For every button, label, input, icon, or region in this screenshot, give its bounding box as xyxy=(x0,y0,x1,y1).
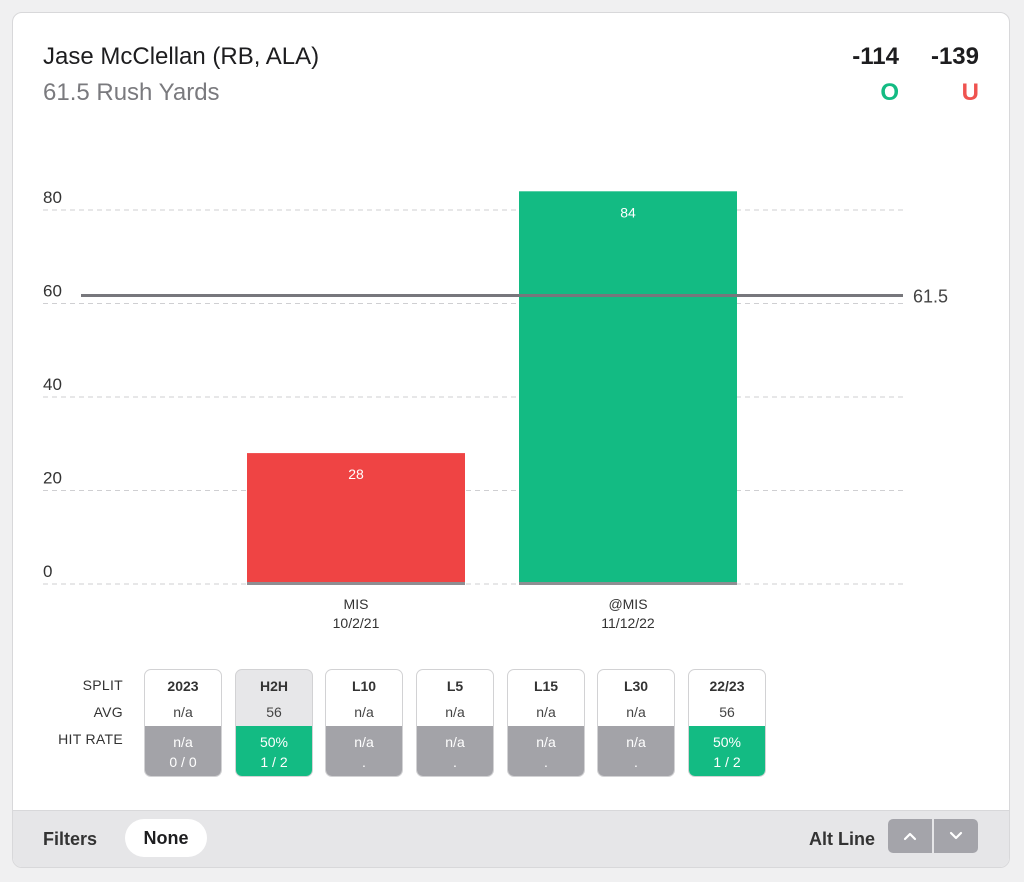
hit-rate-percent: n/a xyxy=(626,734,646,750)
prop-line: 61.5 Rush Yards xyxy=(43,79,220,106)
split-hit-rate: n/a. xyxy=(326,726,402,776)
alt-line-up-button[interactable] xyxy=(888,819,932,853)
filters-label: Filters xyxy=(43,829,98,849)
split-label: L30 xyxy=(623,678,649,694)
split-avg: n/a xyxy=(626,704,646,720)
split-avg: n/a xyxy=(354,704,374,720)
split-card-l10[interactable]: L10 n/a n/a. xyxy=(325,669,403,777)
split-card-l15[interactable]: L15 n/a n/a. xyxy=(507,669,585,777)
over-odds[interactable]: -114 xyxy=(852,43,899,70)
split-avg: 56 xyxy=(266,704,282,720)
split-row-label: SPLIT xyxy=(82,677,123,693)
x-tick-label: MIS xyxy=(344,596,369,612)
bar[interactable] xyxy=(519,191,737,585)
split-label: 22/23 xyxy=(709,678,745,694)
bar-baseline xyxy=(519,582,737,585)
hit-rate-ratio: . xyxy=(453,754,457,770)
split-label: L15 xyxy=(533,678,559,694)
hit-rate-ratio: . xyxy=(362,754,366,770)
y-tick-label: 0 xyxy=(43,562,52,581)
split-avg: n/a xyxy=(536,704,556,720)
splits-table: SPLIT AVG HIT RATE 2023 n/a n/a 0 / 0 H2H 56 5… xyxy=(13,669,1009,789)
avg-row-label: AVG xyxy=(93,704,123,720)
hit-rate-row-label: HIT RATE xyxy=(58,731,123,747)
hit-rate-ratio: 1 / 2 xyxy=(260,754,288,770)
split-hit-rate: 50% 1 / 2 xyxy=(689,726,765,776)
prop-line-value-label: 61.5 xyxy=(913,286,948,306)
hit-rate-ratio: 1 / 2 xyxy=(713,754,741,770)
alt-line-label: Alt Line xyxy=(809,829,875,849)
split-label: L10 xyxy=(351,678,377,694)
hit-rate-percent: n/a xyxy=(445,734,465,750)
chevron-up-icon xyxy=(903,832,917,840)
x-tick-date: 11/12/22 xyxy=(601,615,655,631)
chevron-down-icon xyxy=(949,831,963,839)
bar[interactable] xyxy=(247,453,465,584)
split-hit-rate: n/a. xyxy=(417,726,493,776)
prop-card: Jase McClellan (RB, ALA) 61.5 Rush Yards… xyxy=(12,12,1010,868)
player-name: Jase McClellan (RB, ALA) xyxy=(43,43,320,70)
alt-line-down-button[interactable] xyxy=(934,819,978,853)
x-tick-label: @MIS xyxy=(608,596,647,612)
split-card-h2h[interactable]: H2H 56 50% 1 / 2 xyxy=(235,669,313,777)
hit-rate-ratio: . xyxy=(634,754,638,770)
split-hit-rate: 50% 1 / 2 xyxy=(236,726,312,776)
split-card-2223[interactable]: 22/23 56 50% 1 / 2 xyxy=(688,669,766,777)
split-avg: 56 xyxy=(719,704,735,720)
under-odds[interactable]: -139 xyxy=(930,43,979,70)
bar-value-label: 28 xyxy=(348,466,364,482)
hit-rate-ratio: 0 / 0 xyxy=(169,754,197,770)
hit-rate-percent: n/a xyxy=(173,734,193,750)
split-card-l5[interactable]: L5 n/a n/a. xyxy=(416,669,494,777)
y-tick-label: 80 xyxy=(43,188,62,207)
hit-rate-ratio: . xyxy=(544,754,548,770)
split-card-l30[interactable]: L30 n/a n/a. xyxy=(597,669,675,777)
under-label[interactable]: U xyxy=(961,79,979,106)
over-label[interactable]: O xyxy=(880,79,899,106)
split-hit-rate: n/a. xyxy=(598,726,674,776)
x-tick-date: 10/2/21 xyxy=(333,615,380,631)
y-tick-label: 60 xyxy=(43,282,62,301)
split-label: L5 xyxy=(446,678,464,694)
split-card-2023[interactable]: 2023 n/a n/a 0 / 0 xyxy=(144,669,222,777)
split-hit-rate: n/a. xyxy=(508,726,584,776)
bar-chart: 0 20 40 60 80 28 MIS 10/2/21 84 @MIS 11/12/22 61.5 xyxy=(43,188,948,631)
filter-pill[interactable]: None xyxy=(125,819,207,857)
split-hit-rate: n/a 0 / 0 xyxy=(145,726,221,776)
hit-rate-percent: n/a xyxy=(354,734,374,750)
y-tick-label: 40 xyxy=(43,375,62,394)
hit-rate-percent: 50% xyxy=(259,734,289,750)
hit-rate-percent: n/a xyxy=(536,734,556,750)
split-label: H2H xyxy=(259,678,288,694)
y-tick-label: 20 xyxy=(43,469,62,488)
split-avg: n/a xyxy=(445,704,465,720)
filters-bar: Filters None Alt Line xyxy=(13,810,1009,867)
split-label: 2023 xyxy=(167,678,199,694)
split-avg: n/a xyxy=(173,704,193,720)
bar-value-label: 84 xyxy=(620,204,636,220)
bar-baseline xyxy=(247,582,465,585)
hit-rate-percent: 50% xyxy=(712,734,742,750)
